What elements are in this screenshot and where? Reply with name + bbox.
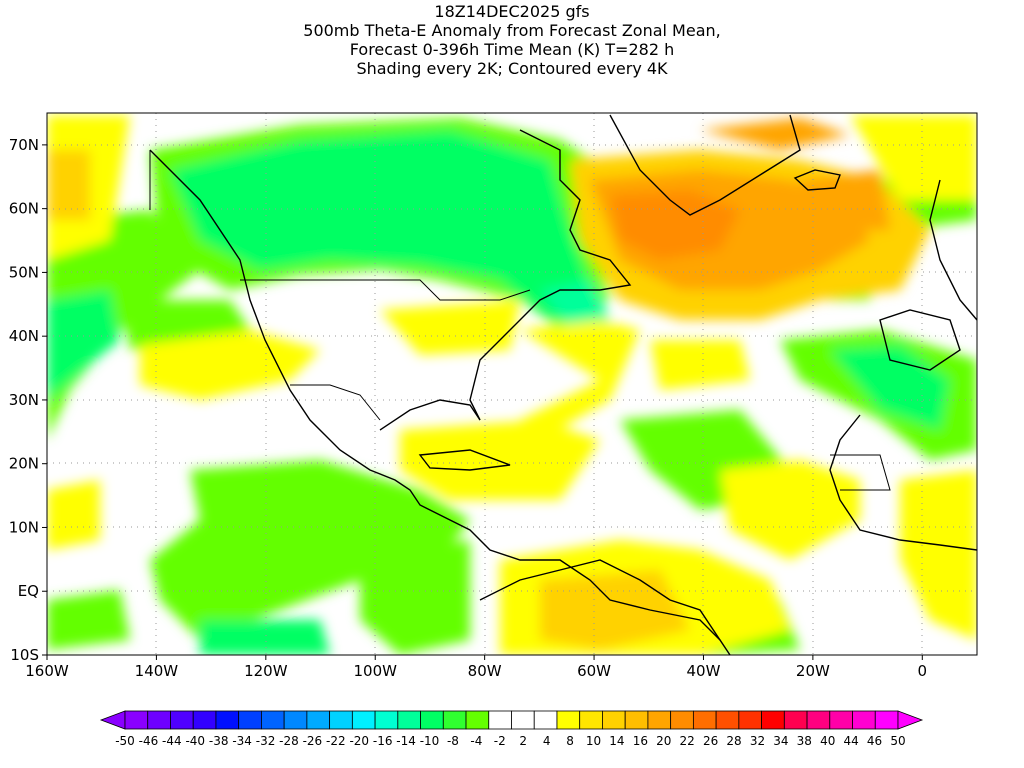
colorbar xyxy=(101,711,922,729)
colorbar-swatch xyxy=(216,711,239,729)
colorbar-label: 38 xyxy=(797,734,812,748)
colorbar-label: -32 xyxy=(256,734,276,748)
colorbar-label: -26 xyxy=(303,734,323,748)
colorbar-swatch xyxy=(330,711,353,729)
colorbar-swatch xyxy=(875,711,898,729)
colorbar-label: -22 xyxy=(326,734,346,748)
colorbar-label: -8 xyxy=(447,734,459,748)
colorbar-label: -14 xyxy=(396,734,416,748)
colorbar-swatch xyxy=(557,711,580,729)
colorbar-label: -44 xyxy=(162,734,182,748)
colorbar-swatch xyxy=(352,711,375,729)
colorbar-label: 8 xyxy=(566,734,574,748)
colorbar-swatch xyxy=(784,711,807,729)
colorbar-swatch xyxy=(443,711,466,729)
colorbar-swatch xyxy=(398,711,421,729)
colorbar-swatch xyxy=(261,711,284,729)
colorbar-swatch xyxy=(739,711,762,729)
colorbar-arrow-left xyxy=(101,711,125,729)
colorbar-swatch xyxy=(421,711,444,729)
colorbar-label: -20 xyxy=(349,734,369,748)
colorbar-swatch xyxy=(602,711,625,729)
lat-label: 70N xyxy=(9,136,39,154)
lon-label: 140W xyxy=(135,662,179,680)
lat-label: 60N xyxy=(9,200,39,218)
lon-label: 40W xyxy=(687,662,721,680)
colorbar-label: 20 xyxy=(656,734,671,748)
colorbar-label: 46 xyxy=(867,734,882,748)
colorbar-label: -38 xyxy=(209,734,229,748)
colorbar-label: -50 xyxy=(115,734,135,748)
colorbar-swatch xyxy=(648,711,671,729)
colorbar-swatch xyxy=(807,711,830,729)
colorbar-swatch xyxy=(693,711,716,729)
colorbar-swatch xyxy=(853,711,876,729)
anomaly-shading xyxy=(47,113,977,655)
colorbar-label: 14 xyxy=(609,734,624,748)
colorbar-label: 44 xyxy=(844,734,859,748)
colorbar-label: -16 xyxy=(373,734,393,748)
colorbar-swatch xyxy=(125,711,148,729)
lon-label: 160W xyxy=(25,662,69,680)
colorbar-arrow-right xyxy=(898,711,922,729)
colorbar-swatch xyxy=(307,711,330,729)
colorbar-label: 10 xyxy=(586,734,601,748)
colorbar-label: -40 xyxy=(185,734,205,748)
lat-label: 40N xyxy=(9,327,39,345)
colorbar-swatch xyxy=(239,711,262,729)
colorbar-label: 40 xyxy=(820,734,835,748)
latitude-labels: 70N 60N 50N 40N 30N 20N 10N EQ 10S xyxy=(9,136,47,664)
lat-label: 20N xyxy=(9,455,39,473)
colorbar-swatch xyxy=(671,711,694,729)
colorbar-label: 50 xyxy=(890,734,905,748)
colorbar-swatch xyxy=(466,711,489,729)
colorbar-swatch xyxy=(512,711,535,729)
colorbar-labels: -50 -46 -44 -40 -38 -34 -32 -28 -26 -22 -20 -16 -14-… xyxy=(115,734,905,748)
lat-label: 10N xyxy=(9,518,39,536)
colorbar-swatch xyxy=(148,711,171,729)
colorbar-swatch xyxy=(489,711,512,729)
colorbar-swatch xyxy=(534,711,557,729)
lat-label: 30N xyxy=(9,391,39,409)
colorbar-label: 4 xyxy=(543,734,551,748)
colorbar-swatch xyxy=(580,711,603,729)
colorbar-swatch xyxy=(284,711,307,729)
colorbar-label: 22 xyxy=(680,734,695,748)
colorbar-label: -34 xyxy=(232,734,252,748)
colorbar-label: -4 xyxy=(470,734,482,748)
colorbar-swatch xyxy=(762,711,785,729)
colorbar-label: 34 xyxy=(773,734,788,748)
colorbar-label: 2 xyxy=(519,734,527,748)
lon-label: 20W xyxy=(796,662,830,680)
colorbar-label: 32 xyxy=(750,734,765,748)
lat-label: EQ xyxy=(18,582,39,600)
lat-label: 50N xyxy=(9,263,39,281)
lon-label: 0 xyxy=(918,662,928,680)
colorbar-label: -28 xyxy=(279,734,299,748)
colorbar-label: 26 xyxy=(703,734,718,748)
colorbar-label: -10 xyxy=(420,734,440,748)
colorbar-swatch xyxy=(193,711,216,729)
colorbar-swatch xyxy=(170,711,193,729)
colorbar-swatch xyxy=(830,711,853,729)
colorbar-swatch xyxy=(716,711,739,729)
colorbar-swatch xyxy=(375,711,398,729)
colorbar-swatch xyxy=(625,711,648,729)
lon-label: 100W xyxy=(354,662,398,680)
colorbar-label: -2 xyxy=(494,734,506,748)
lon-label: 80W xyxy=(468,662,502,680)
colorbar-label: -46 xyxy=(139,734,159,748)
longitude-labels: 160W 140W 120W 100W 80W 60W 40W 20W 0 xyxy=(25,655,927,680)
colorbar-label: 16 xyxy=(633,734,648,748)
lon-label: 60W xyxy=(577,662,611,680)
colorbar-label: 28 xyxy=(726,734,741,748)
lon-label: 120W xyxy=(244,662,288,680)
